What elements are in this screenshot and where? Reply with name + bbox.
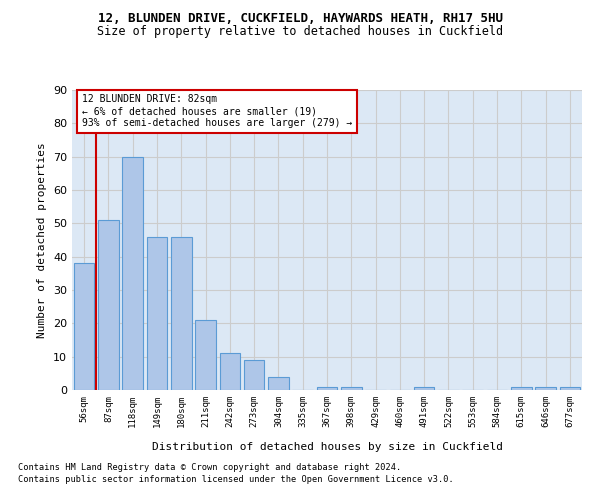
Bar (535, 386, 556, 390)
Bar (317, 386, 337, 390)
Bar (171, 236, 191, 390)
Bar (220, 354, 240, 390)
Text: Contains HM Land Registry data © Crown copyright and database right 2024.: Contains HM Land Registry data © Crown c… (18, 464, 401, 472)
Bar (511, 386, 532, 390)
Text: 12, BLUNDEN DRIVE, CUCKFIELD, HAYWARDS HEATH, RH17 5HU: 12, BLUNDEN DRIVE, CUCKFIELD, HAYWARDS H… (97, 12, 503, 26)
Bar (195, 320, 216, 390)
Bar (244, 360, 265, 390)
Bar (268, 376, 289, 390)
Bar (74, 264, 94, 390)
Bar (122, 156, 143, 390)
Y-axis label: Number of detached properties: Number of detached properties (37, 142, 47, 338)
Bar (560, 386, 580, 390)
Text: 12 BLUNDEN DRIVE: 82sqm
← 6% of detached houses are smaller (19)
93% of semi-det: 12 BLUNDEN DRIVE: 82sqm ← 6% of detached… (82, 94, 352, 128)
Bar (341, 386, 362, 390)
Bar (146, 236, 167, 390)
Bar (98, 220, 119, 390)
Text: Distribution of detached houses by size in Cuckfield: Distribution of detached houses by size … (151, 442, 503, 452)
Bar (414, 386, 434, 390)
Text: Contains public sector information licensed under the Open Government Licence v3: Contains public sector information licen… (18, 475, 454, 484)
Text: Size of property relative to detached houses in Cuckfield: Size of property relative to detached ho… (97, 25, 503, 38)
